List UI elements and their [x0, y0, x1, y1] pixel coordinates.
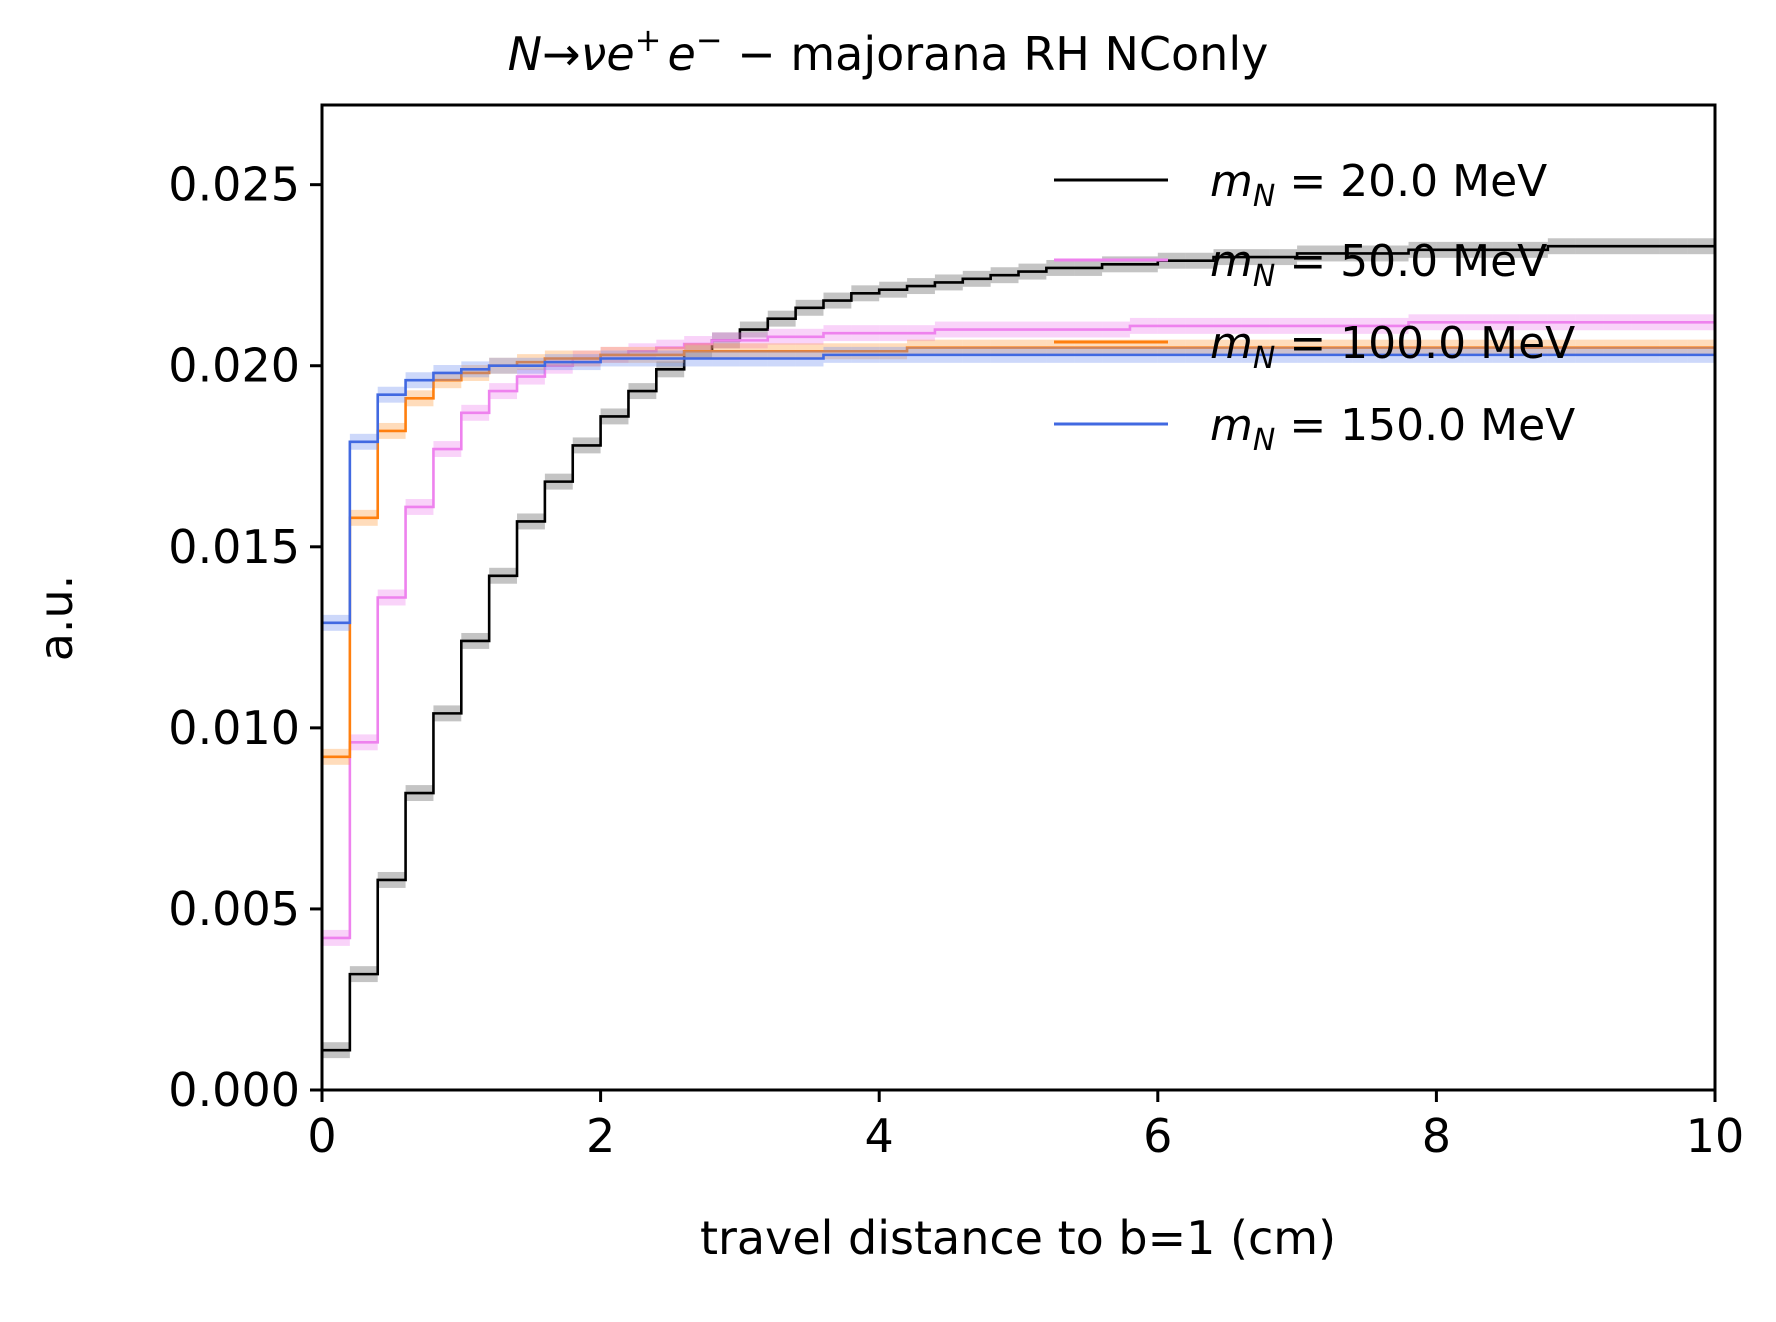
y-tick-label: 0.025 [168, 158, 300, 212]
x-tick-label: 10 [1686, 1109, 1745, 1163]
legend-label: mN = 150.0 MeV [1210, 400, 1575, 458]
series-step-line [322, 244, 1715, 1052]
series-layer [322, 238, 1715, 1059]
chart-title: N→νe+ e− − majorana RH NConly [508, 21, 1269, 81]
series-step-line [322, 346, 1715, 759]
y-tick-label: 0.000 [168, 1063, 300, 1117]
plot-frame [320, 103, 1717, 1092]
series-step-line [322, 353, 1715, 625]
y-tick-label: 0.015 [168, 520, 300, 574]
legend-label: mN = 100.0 MeV [1210, 318, 1575, 376]
x-tick-label: 2 [586, 1109, 615, 1163]
y-axis: 0.000 0.005 0.010 0.015 0.020 0.025 [168, 158, 322, 1117]
legend-label: mN = 50.0 MeV [1210, 236, 1547, 294]
x-tick-label: 0 [307, 1109, 336, 1163]
y-tick-label: 0.010 [168, 701, 300, 755]
series-4 [322, 346, 1715, 631]
legend-item: mN = 50.0 MeV [1054, 236, 1547, 294]
series-step-line [322, 320, 1715, 940]
legend-label: mN = 20.0 MeV [1210, 156, 1547, 214]
x-tick-label: 4 [865, 1109, 894, 1163]
x-axis: 0 2 4 6 8 10 [307, 1090, 1744, 1163]
legend: mN = 20.0 MeV mN = 50.0 MeV mN = 100.0 MeV… [1054, 156, 1575, 458]
y-tick-label: 0.005 [168, 882, 300, 936]
y-axis-label: a.u. [29, 575, 83, 662]
legend-item: mN = 100.0 MeV [1054, 318, 1575, 376]
x-tick-label: 6 [1143, 1109, 1172, 1163]
x-tick-label: 8 [1422, 1109, 1451, 1163]
legend-item: mN = 20.0 MeV [1054, 156, 1547, 214]
series-2 [322, 314, 1715, 946]
x-axis-label: travel distance to b=1 (cm) [700, 1211, 1336, 1265]
series-1 [322, 238, 1715, 1059]
legend-item: mN = 150.0 MeV [1054, 400, 1575, 458]
y-tick-label: 0.020 [168, 339, 300, 393]
